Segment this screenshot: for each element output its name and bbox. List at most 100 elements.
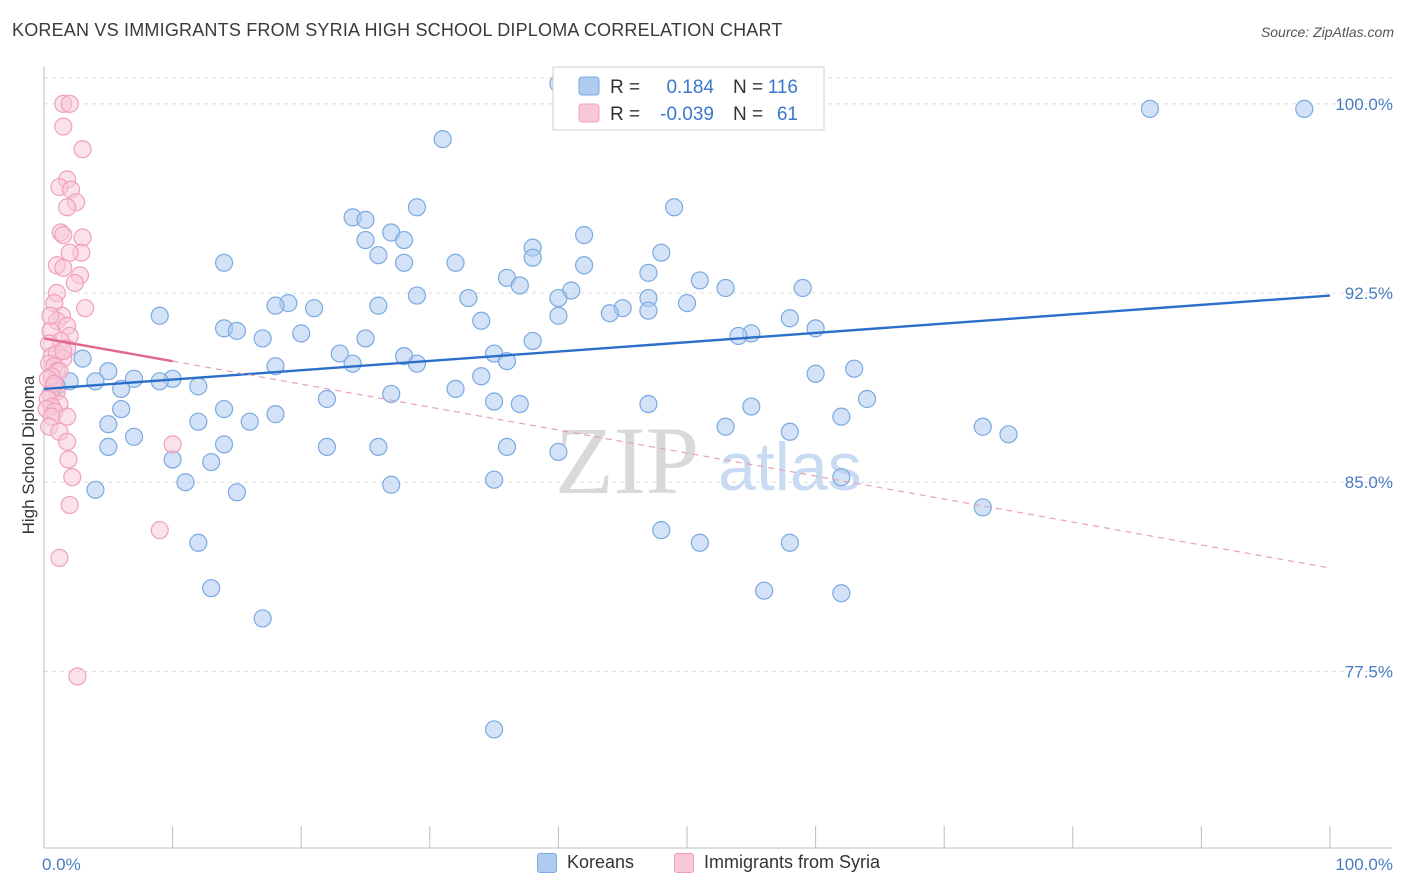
korean-point: [780, 533, 799, 552]
syria-point: [54, 258, 73, 277]
watermark-zip: ZIP: [555, 407, 699, 514]
korean-point: [652, 243, 671, 262]
syria-point: [45, 374, 64, 393]
syria-point: [54, 341, 73, 361]
syria-point: [58, 432, 77, 451]
korean-point: [845, 359, 864, 378]
syria-point: [58, 198, 77, 217]
korean-point: [999, 425, 1018, 444]
korean-point: [253, 609, 272, 628]
korean-point: [369, 296, 388, 315]
korean-point: [485, 720, 504, 739]
korean-point: [446, 379, 465, 398]
korean-point: [356, 329, 375, 348]
points-layer: [37, 74, 1314, 739]
stats-r-label-2: R =: [610, 104, 640, 125]
korean-point: [369, 246, 388, 265]
y-tick-label: 85.0%: [1345, 473, 1393, 492]
source-label: Source: ZipAtlas.com: [1260, 24, 1394, 40]
syria-point: [60, 495, 79, 515]
syria-swatch: [674, 852, 694, 873]
stats-n-label-1: N =: [733, 77, 763, 98]
korean-point: [202, 452, 221, 472]
stats-n-value-1: 116: [768, 77, 798, 98]
korean-point: [382, 384, 401, 404]
korean-point: [317, 389, 337, 409]
korean-point: [202, 579, 221, 598]
syria-trend-extension: [172, 360, 1331, 569]
korean-point: [214, 399, 234, 419]
korean-point: [433, 130, 452, 149]
korean-point: [600, 304, 619, 323]
korean-point: [497, 352, 517, 371]
syria-point: [50, 548, 69, 568]
korean-point: [99, 415, 118, 434]
legend-swatch-koreans: [578, 76, 600, 96]
korean-point: [227, 321, 246, 340]
y-tick-label: 100.0%: [1335, 95, 1393, 114]
syria-point: [54, 225, 73, 245]
korean-point: [639, 301, 658, 320]
korean-point: [806, 364, 825, 383]
korean-point: [549, 442, 568, 462]
syria-point: [150, 521, 169, 540]
korean-point: [394, 230, 414, 250]
syria-point: [63, 468, 82, 487]
korean-point: [716, 278, 735, 298]
korean-point: [1295, 99, 1314, 118]
korean-point: [394, 253, 414, 272]
korean-point: [86, 372, 105, 391]
watermark: ZIP atlas: [555, 407, 862, 514]
korean-point: [150, 306, 169, 325]
syria-point: [59, 450, 78, 469]
korean-point: [780, 422, 799, 441]
korean-point: [73, 349, 92, 368]
korean-point: [510, 276, 529, 295]
korean-point: [973, 498, 992, 517]
korean-point: [266, 357, 285, 376]
korean-point: [446, 253, 465, 272]
korean-point: [124, 427, 144, 446]
syria-point: [73, 228, 92, 247]
korean-point: [973, 417, 992, 436]
syria-point: [76, 299, 95, 318]
korean-point: [330, 344, 349, 363]
korean-point: [112, 399, 131, 419]
korean-point: [780, 309, 799, 328]
korean-point: [407, 198, 427, 217]
korean-point: [99, 437, 118, 457]
syria-point: [54, 117, 73, 136]
korean-point: [523, 331, 542, 351]
korean-point: [677, 294, 697, 313]
korean-point: [266, 405, 285, 424]
korean-point: [176, 473, 195, 492]
syria-point: [65, 273, 84, 293]
korean-point: [99, 362, 118, 381]
korean-point: [343, 354, 362, 373]
korean-point: [639, 263, 658, 282]
korean-trend-line: [43, 294, 1331, 391]
korean-point: [832, 584, 851, 603]
legend-item-syria[interactable]: Immigrants from Syria: [674, 852, 880, 873]
korean-point: [459, 288, 478, 308]
stats-n-label-2: N =: [733, 104, 763, 125]
korean-point: [214, 253, 234, 272]
axes-layer: [43, 66, 1392, 849]
korean-point: [163, 450, 182, 469]
legend-swatch-syria: [578, 103, 600, 123]
korean-point: [472, 367, 491, 386]
korean-point: [755, 581, 774, 600]
korean-point: [523, 248, 542, 267]
korean-point: [407, 354, 427, 373]
legend-item-koreans[interactable]: Koreans: [537, 852, 634, 873]
korean-point: [214, 435, 234, 454]
korean-point: [472, 311, 491, 330]
korean-point: [832, 407, 851, 426]
korean-point: [793, 278, 812, 298]
syria-point: [41, 306, 60, 325]
korean-point: [690, 533, 709, 552]
korean-point: [652, 521, 671, 540]
korean-point: [575, 256, 594, 275]
korean-point: [575, 225, 594, 245]
korean-point: [86, 480, 105, 499]
